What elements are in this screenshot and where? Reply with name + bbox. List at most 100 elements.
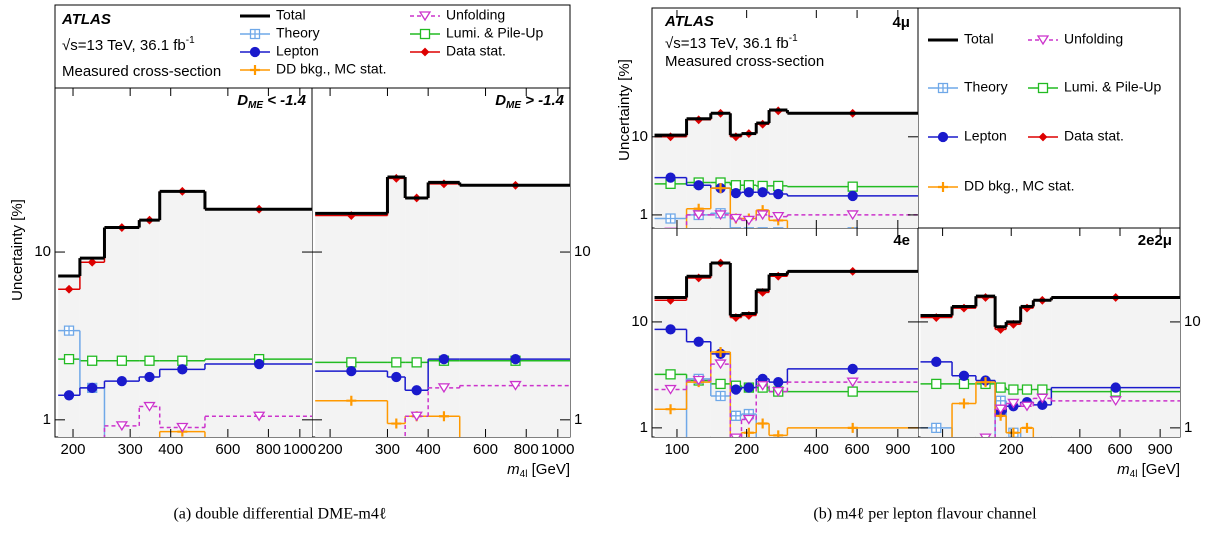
legend-label: Lepton <box>276 43 319 59</box>
y-axis-label: Uncertainty [%] <box>616 59 633 161</box>
data-marker <box>847 386 858 397</box>
label-sub: 4l <box>1130 469 1138 480</box>
data-marker <box>846 377 859 388</box>
data-marker <box>715 390 726 402</box>
data-marker <box>665 213 676 224</box>
x-tick-label: 1000 <box>541 441 574 458</box>
data-marker <box>715 183 726 194</box>
data-marker <box>145 453 154 462</box>
data-marker <box>437 383 451 394</box>
data-marker <box>979 433 992 437</box>
data-marker <box>439 466 448 475</box>
total-fill <box>756 290 770 437</box>
data-marker <box>714 210 727 221</box>
x-tick-label: 600 <box>845 441 870 458</box>
label: m4l [GeV] <box>1117 461 1180 480</box>
data-marker <box>347 466 356 475</box>
legend-marker <box>249 28 261 40</box>
total-fill <box>204 209 312 437</box>
label: DME > -1.4 <box>495 92 564 111</box>
y-tick-label: 10 <box>631 128 648 145</box>
energy-sup: -1 <box>186 35 195 46</box>
legend-label: Lumi. & Pile-Up <box>446 25 543 41</box>
data-marker <box>959 447 968 456</box>
data-marker <box>742 414 756 425</box>
data-marker <box>391 418 402 429</box>
data-marker <box>692 375 705 386</box>
x-tick-label: 600 <box>473 441 498 458</box>
x-tick-label: 1000 <box>283 441 316 458</box>
label-symbol: m <box>1117 461 1130 478</box>
data-marker <box>756 210 769 221</box>
data-marker <box>1038 447 1047 456</box>
x-tick-label: 600 <box>1107 441 1132 458</box>
caption: (b) m4ℓ per lepton flavour channel <box>813 506 1037 523</box>
x-tick-label: 200 <box>734 441 759 458</box>
data-marker <box>510 353 521 365</box>
data-marker <box>994 404 1007 415</box>
y-tick-label: 1 <box>43 411 51 428</box>
data-marker <box>981 447 990 456</box>
data-marker <box>714 359 727 370</box>
legend-label: Unfolding <box>446 7 505 23</box>
x-tick-label: 200 <box>999 441 1024 458</box>
label-symbol: m <box>507 461 520 478</box>
x-tick-label: 400 <box>1067 441 1092 458</box>
data-marker <box>87 355 98 366</box>
data-marker <box>346 395 357 406</box>
data-marker <box>1008 384 1019 395</box>
data-marker <box>756 381 769 391</box>
data-marker <box>757 418 768 429</box>
data-marker <box>664 227 677 228</box>
data-marker <box>664 384 677 395</box>
x-tick-label: 900 <box>885 441 910 458</box>
label-symbol: D <box>495 92 506 109</box>
data-marker <box>847 363 858 375</box>
total-fill <box>769 274 788 437</box>
x-tick-label: 600 <box>215 441 240 458</box>
total-fill <box>387 177 406 437</box>
data-marker <box>1022 447 1031 456</box>
data-marker <box>346 357 357 368</box>
y-tick-label: 1 <box>574 411 582 428</box>
data-marker <box>253 358 265 370</box>
data-marker <box>87 442 97 450</box>
legend-label: Data stat. <box>1064 128 1124 144</box>
legend-marker <box>937 131 949 143</box>
total-fill <box>741 313 757 437</box>
energy-text: √s=13 TeV, 36.1 fb <box>665 35 789 52</box>
label-text: < -1.4 <box>263 92 307 109</box>
data-marker <box>773 430 784 437</box>
data-marker <box>730 227 742 228</box>
data-marker <box>958 370 970 381</box>
data-marker <box>693 180 704 191</box>
data-marker <box>772 212 785 222</box>
data-marker <box>1020 401 1034 412</box>
total-fill <box>139 220 160 437</box>
data-marker <box>412 466 421 475</box>
total-fill <box>159 191 205 437</box>
description: Measured cross-section <box>665 53 824 70</box>
legend-marker <box>1036 35 1050 46</box>
data-marker <box>774 447 783 456</box>
data-marker <box>959 447 969 455</box>
data-marker <box>995 382 1006 393</box>
legend-marker <box>420 47 430 57</box>
total-fill <box>787 113 918 228</box>
data-marker <box>730 384 742 395</box>
data-marker <box>1037 384 1048 395</box>
legend-label: Theory <box>964 79 1008 95</box>
energy-text: √s=13 TeV, 36.1 fb <box>62 37 186 54</box>
data-marker <box>144 452 154 462</box>
data-marker <box>995 395 1006 406</box>
x-tick-label: 200 <box>61 441 86 458</box>
data-marker <box>773 188 784 200</box>
energy-label: √s=13 TeV, 36.1 fb-1 <box>665 33 798 52</box>
data-marker <box>87 382 98 394</box>
x-tick-label: 400 <box>416 441 441 458</box>
data-marker <box>391 371 402 383</box>
panel-label: 2e2μ <box>1138 232 1172 249</box>
data-marker <box>743 427 754 437</box>
data-marker <box>1007 398 1020 409</box>
